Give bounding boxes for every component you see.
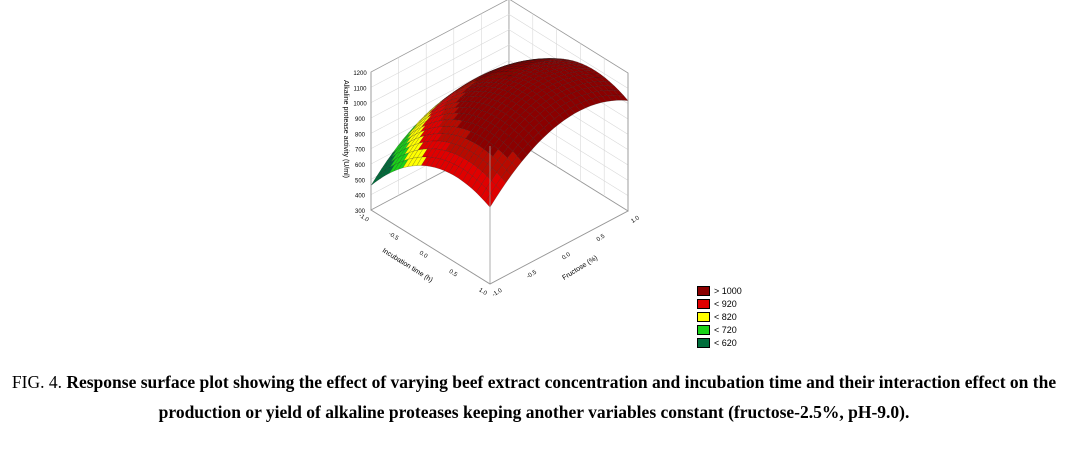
z-tick-label: 600 — [355, 163, 366, 169]
wall-gridline — [370, 59, 629, 135]
legend-label: > 1000 — [714, 285, 742, 296]
legend-swatch — [697, 298, 710, 309]
box-edge — [370, 209, 491, 285]
x-tick-label: 1.0 — [477, 287, 488, 297]
z-tick-label: 500 — [355, 178, 366, 184]
z-tick-label: 1100 — [354, 86, 368, 92]
box-front-edges — [370, 72, 629, 285]
caption-text: Response surface plot showing the effect… — [66, 372, 1057, 422]
legend-label: < 820 — [714, 311, 737, 322]
z-tick-label: 300 — [355, 209, 366, 215]
z-axis-title: Alkaline protease activity (U/ml) — [342, 80, 349, 178]
legend-label: < 620 — [714, 337, 737, 348]
legend-item: > 1000 — [697, 284, 742, 297]
legend-item: < 620 — [697, 336, 742, 349]
z-tick-label: 900 — [355, 117, 366, 123]
box-edge — [489, 210, 629, 285]
x-tick-label: -0.5 — [387, 231, 400, 242]
surface-mesh — [370, 58, 629, 208]
legend-swatch — [697, 311, 710, 322]
chart-legend: > 1000 < 920 < 820 < 720 < 620 — [697, 284, 742, 349]
z-tick-label: 700 — [355, 148, 366, 154]
legend-swatch — [697, 337, 710, 348]
z-tick-label: 400 — [355, 194, 366, 200]
z-tick-label: 1200 — [353, 71, 367, 77]
z-tick-label: 1000 — [353, 102, 367, 108]
legend-swatch — [697, 285, 710, 296]
y-tick-label: 0.0 — [561, 252, 572, 262]
x-tick-label: 0.5 — [448, 269, 459, 279]
legend-swatch — [697, 324, 710, 335]
legend-item: < 720 — [697, 323, 742, 336]
legend-label: < 920 — [714, 298, 737, 309]
y-tick-label: -0.5 — [526, 269, 539, 280]
legend-item: < 820 — [697, 310, 742, 323]
caption-prefix: FIG. 4. — [11, 372, 62, 392]
y-tick-label: 1.0 — [630, 215, 641, 225]
legend-item: < 920 — [697, 297, 742, 310]
wall-gridline — [370, 13, 629, 89]
figure-caption: FIG. 4. Response surface plot showing th… — [0, 367, 1068, 427]
legend-label: < 720 — [714, 324, 737, 335]
response-surface-plot: 120011001000900800700600500400300-1.0-0.… — [342, 0, 641, 299]
z-tick-label: 800 — [355, 132, 366, 138]
y-tick-label: -1.0 — [491, 288, 504, 299]
x-tick-label: 0.0 — [418, 250, 429, 260]
x-tick-label: -1.0 — [358, 213, 371, 224]
y-tick-label: 0.5 — [596, 233, 607, 243]
